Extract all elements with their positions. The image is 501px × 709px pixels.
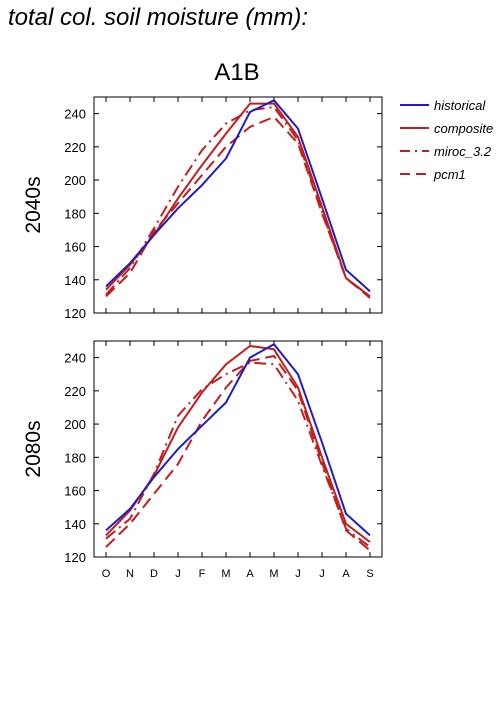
x-tick-label: J [175,568,181,580]
y-tick-label: 120 [64,306,86,321]
y-tick-label: 240 [64,351,86,366]
x-tick-label: J [319,568,325,580]
series-line-composite [105,102,371,298]
x-tick-label: D [150,568,158,580]
x-tick-label: N [126,568,134,580]
plot-frame [93,340,383,558]
scenario-title: A1B [214,59,259,86]
x-tick-label: O [102,568,111,580]
x-tick-label: M [221,568,230,580]
legend-label-historical: historical [434,98,486,113]
panel-2040s: 120 140 160 180 200 220 240 2040s [22,96,383,321]
x-tick-label: A [246,568,254,580]
y-tick-label: 180 [64,206,86,221]
legend: historical composite miroc_3.2 pcm1 [400,98,493,182]
series-line-historical [105,99,371,293]
x-tick-label: J [295,568,301,580]
page-title: total col. soil moisture (mm): [8,4,309,31]
legend-label-pcm1: pcm1 [433,167,466,182]
x-tick-label: M [269,568,278,580]
panel-label: 2080s [22,420,45,477]
series-line-miroc_3.2 [105,361,371,548]
y-tick-label: 240 [64,107,86,122]
plot-frame [93,96,383,314]
legend-label-miroc_3.2: miroc_3.2 [434,144,492,159]
y-tick-label: 140 [64,517,86,532]
y-tick-label: 200 [64,417,86,432]
y-tick-label: 220 [64,140,86,155]
series-line-pcm1 [105,115,371,299]
y-tick-label: 120 [64,550,86,565]
y-tick-label: 220 [64,384,86,399]
x-tick-label: F [199,568,206,580]
series-line-miroc_3.2 [105,106,371,298]
y-tick-label: 180 [64,450,86,465]
y-tick-label: 160 [64,484,86,499]
y-tick-label: 200 [64,173,86,188]
x-tick-label: A [342,568,350,580]
y-tick-label: 140 [64,273,86,288]
series-line-historical [105,343,371,537]
panel-label: 2040s [22,176,45,233]
y-tick-label: 160 [64,240,86,255]
x-tick-label: S [366,568,373,580]
panel-2080s: 120 140 160 180 200 220 240 O N D J F M A M J J A S 2080s [22,340,383,580]
legend-label-composite: composite [434,121,493,136]
series-line-pcm1 [105,355,371,552]
